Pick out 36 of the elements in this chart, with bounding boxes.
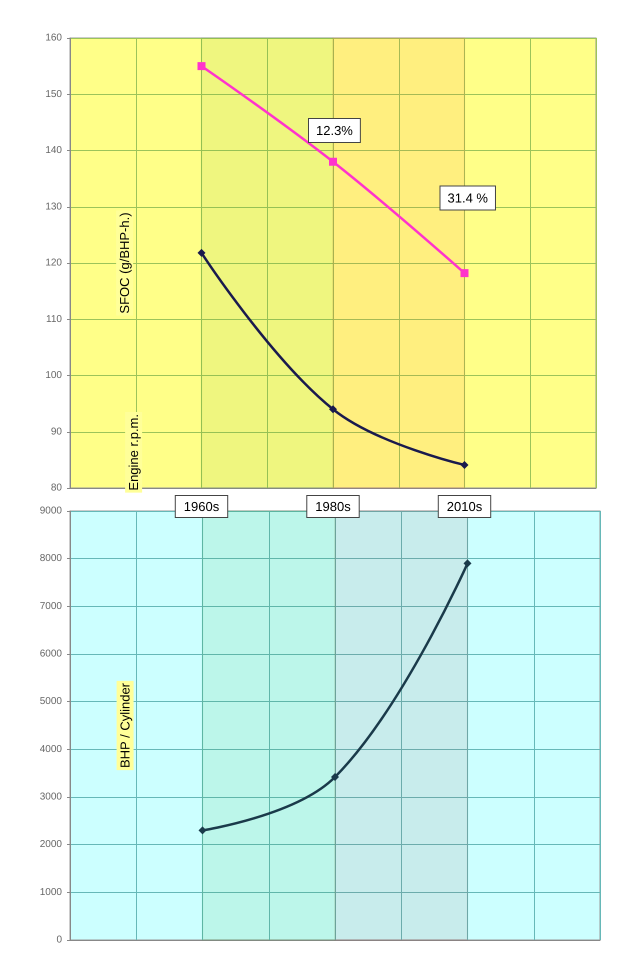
point (464, 559, 472, 568)
annotation: Engine r.p.m. (126, 414, 142, 491)
point (198, 62, 206, 70)
y-tick-label: 120 (45, 258, 62, 268)
point (198, 248, 206, 257)
y-tick-label: 1000 (40, 886, 62, 898)
x-tick-label: 1960s (184, 499, 220, 514)
x-tick-label: 2010s (446, 499, 483, 514)
y-tick-label: 2000 (40, 839, 62, 850)
y-axis-title: BHP / Cylinder (118, 682, 133, 768)
y-tick-label: 110 (46, 314, 62, 325)
point (460, 269, 468, 278)
y-tick-label: 140 (45, 145, 62, 156)
y-tick-label: 160 (45, 32, 62, 44)
y-tick-label: 150 (45, 88, 62, 100)
y-tick-label: 7000 (40, 600, 62, 612)
point (460, 460, 468, 469)
annotation: 12.3% (316, 123, 354, 138)
y-tick-label: 100 (45, 370, 62, 381)
y-tick-label: 5000 (40, 696, 62, 708)
y-tick-label: 9000 (40, 506, 62, 516)
y-tick-label: 130 (45, 201, 62, 212)
annotation: 31.4 % (448, 190, 488, 206)
y-tick-label: 0 (56, 934, 62, 946)
y-tick-label: 3000 (40, 792, 62, 802)
y-tick-label: 6000 (40, 648, 62, 660)
x-tick-label: 1980s (315, 499, 352, 514)
y-tick-label: 80 (50, 482, 62, 494)
point (198, 826, 206, 834)
y-tick-label: 8000 (40, 553, 62, 564)
y-tick-label: 90 (50, 426, 62, 438)
y-axis-title: SFOC (g/BHP-h.) (117, 212, 132, 314)
y-tick-label: 4000 (40, 744, 62, 755)
point (329, 158, 337, 166)
point (331, 772, 339, 781)
point (329, 405, 337, 414)
